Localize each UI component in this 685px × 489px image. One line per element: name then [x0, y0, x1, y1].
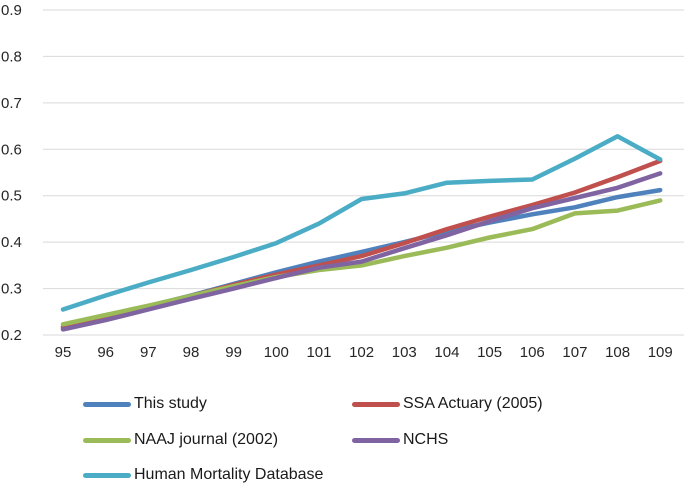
legend-item-naaj-journal: NAAJ journal (2002)	[83, 430, 278, 450]
y-axis-tick-label: 0.8	[1, 48, 22, 65]
y-axis-tick-label: 0.4	[1, 234, 22, 251]
y-axis-tick-label: 0.3	[1, 281, 22, 298]
legend-label-human-mortality-database: Human Mortality Database	[134, 466, 324, 483]
series-line-human-mortality-database	[60, 134, 663, 312]
y-axis-tick-label: 0.6	[1, 141, 22, 158]
x-axis-tick-label: 103	[392, 344, 417, 361]
legend-label-nchs: NCHS	[403, 431, 449, 448]
x-axis-tick-label: 107	[562, 344, 587, 361]
legend-swatch-human-mortality-database	[83, 472, 131, 478]
y-axis-tick-label: 0.2	[1, 327, 22, 344]
x-axis-tick-label: 96	[97, 344, 114, 361]
legend-swatch-this-study	[83, 401, 131, 407]
legend-swatch-ssa-actuary	[352, 401, 400, 407]
y-axis-tick-label: 0.7	[1, 95, 22, 112]
legend-item-human-mortality-database: Human Mortality Database	[83, 465, 323, 485]
x-axis-tick-label: 97	[140, 344, 157, 361]
plot-area: 0.2 0.3 0.4 0.5 0.6 0.7 0.8 0.9 95 96 97 98 99 100 101…	[1, 2, 684, 361]
legend-label-this-study: This study	[134, 395, 207, 412]
x-axis-tick-label: 101	[306, 344, 331, 361]
legend-item-nchs: NCHS	[352, 430, 448, 450]
series-line-nchs	[60, 171, 663, 332]
y-axis-tick-label: 0.9	[1, 2, 22, 19]
x-axis-tick-label: 99	[225, 344, 242, 361]
legend-item-this-study: This study	[83, 394, 207, 414]
y-axis-tick-label: 0.5	[1, 188, 22, 205]
x-axis-tick-label: 105	[477, 344, 502, 361]
legend-label-ssa-actuary: SSA Actuary (2005)	[403, 395, 543, 412]
x-axis-tick-label: 100	[264, 344, 289, 361]
x-axis-tick-label: 106	[520, 344, 545, 361]
x-axis-tick-label: 95	[55, 344, 72, 361]
legend-item-ssa-actuary: SSA Actuary (2005)	[352, 394, 543, 414]
x-axis-tick-label: 102	[349, 344, 374, 361]
series-line-naaj-journal-2002	[60, 198, 663, 327]
x-axis-tick-label: 98	[183, 344, 200, 361]
legend-label-naaj-journal: NAAJ journal (2002)	[134, 431, 279, 448]
x-axis-tick-label: 109	[648, 344, 673, 361]
legend-swatch-nchs	[352, 437, 400, 443]
legend-swatch-naaj-journal	[83, 437, 131, 443]
x-axis-tick-label: 104	[434, 344, 459, 361]
x-axis-tick-label: 108	[605, 344, 630, 361]
